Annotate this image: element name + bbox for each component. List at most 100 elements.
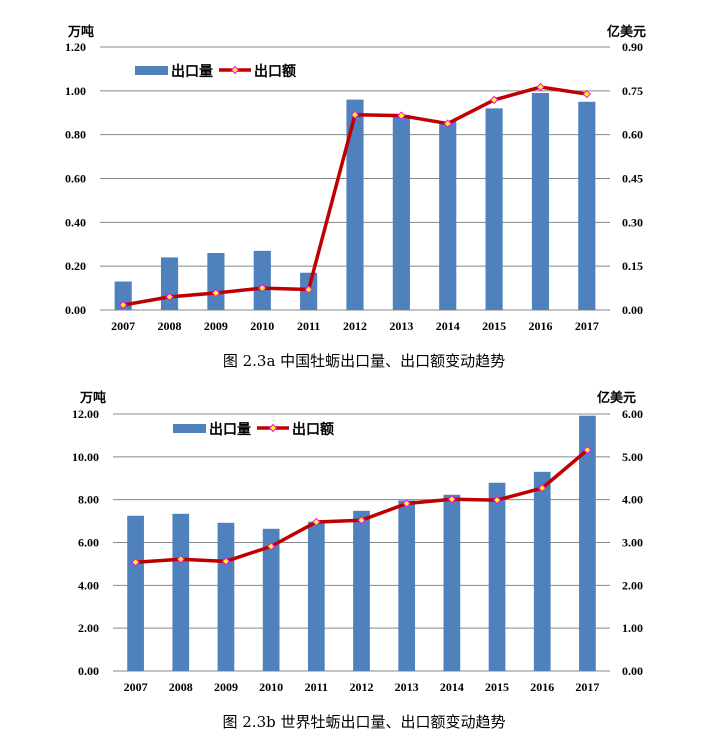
- right-tick-label: 0.75: [622, 84, 643, 98]
- x-tick-label: 2011: [305, 680, 328, 694]
- x-tick-label: 2015: [485, 680, 509, 694]
- bar-2014: [443, 494, 461, 671]
- line-point-2013: [402, 499, 411, 508]
- left-tick-label: 1.20: [65, 40, 86, 54]
- left-tick-label: 6.00: [78, 536, 99, 550]
- left-tick-label: 0.40: [65, 215, 86, 229]
- left-tick-label: 0.00: [78, 664, 99, 678]
- right-axis-unit: 亿美元: [597, 390, 636, 406]
- bar-2015: [485, 108, 503, 310]
- bar-2011: [307, 521, 325, 671]
- line-point-2011: [304, 285, 313, 294]
- x-tick-label: 2014: [440, 680, 464, 694]
- line-point-2013: [397, 111, 406, 120]
- left-tick-label: 0.60: [65, 172, 86, 186]
- bar-2009: [217, 522, 235, 671]
- x-tick-label: 2015: [482, 319, 506, 333]
- x-tick-label: 2012: [350, 680, 374, 694]
- line-point-2016: [536, 82, 545, 92]
- left-tick-label: 0.80: [65, 128, 86, 142]
- bar-2013: [392, 114, 410, 310]
- x-tick-label: 2009: [204, 319, 228, 333]
- chart-1: 0.00 0.20 0.40 0.60 0.80 1.00 1.20 0.00 0.15 0.30…: [65, 24, 646, 370]
- left-tick-label: 2.00: [78, 621, 99, 635]
- x-tick-label: 2017: [575, 319, 599, 333]
- bar-2009: [207, 253, 225, 310]
- left-tick-label: 0.20: [65, 259, 86, 273]
- bar-2013: [398, 500, 416, 671]
- right-tick-label: 4.00: [622, 493, 643, 507]
- line-point-2017: [583, 445, 592, 455]
- legend-marker-icon: [230, 65, 240, 75]
- right-tick-label: 0.00: [622, 303, 643, 317]
- figure-caption: 图 2.3b 世界牡蛎出口量、出口额变动趋势: [223, 713, 506, 731]
- x-tick-label: 2009: [214, 680, 238, 694]
- right-tick-label: 2.00: [622, 578, 643, 592]
- right-tick-label: 0.00: [622, 664, 643, 678]
- line-point-2007: [118, 300, 128, 310]
- bar-2014: [439, 121, 457, 311]
- bar-2008: [160, 257, 179, 310]
- right-tick-label: 0.15: [622, 259, 643, 273]
- chart-2: 0.00 2.00 4.00 6.00 8.00 10.00 12.00 0.00 1.00 2.…: [72, 390, 643, 731]
- x-tick-label: 2008: [158, 319, 182, 333]
- x-tick-label: 2013: [389, 319, 413, 333]
- figure-caption: 图 2.3a 中国牡蛎出口量、出口额变动趋势: [223, 352, 505, 370]
- left-tick-label: 0.00: [65, 303, 86, 317]
- line-point-2011: [312, 517, 321, 527]
- x-tick-label: 2007: [124, 680, 148, 694]
- x-tick-label: 2012: [343, 319, 367, 333]
- x-tick-label: 2017: [575, 680, 599, 694]
- legend-bar-swatch: [135, 66, 168, 75]
- line-point-2008: [165, 292, 174, 302]
- right-tick-label: 1.00: [622, 621, 643, 635]
- bar-2012: [353, 510, 370, 671]
- line-point-2015: [489, 95, 499, 105]
- legend-line-label: 出口额: [292, 421, 334, 438]
- right-tick-label: 0.45: [622, 172, 643, 186]
- left-tick-label: 1.00: [65, 84, 86, 98]
- line-point-2007: [131, 557, 140, 567]
- x-tick-label: 2010: [250, 319, 274, 333]
- legend-bar-swatch: [173, 424, 206, 433]
- legend-marker-icon: [268, 423, 278, 433]
- right-tick-label: 0.60: [622, 128, 643, 142]
- line-point-2008: [176, 554, 185, 564]
- x-tick-label: 2016: [528, 319, 552, 333]
- right-tick-label: 5.00: [622, 450, 643, 464]
- line-point-2016: [538, 483, 547, 493]
- right-tick-label: 0.90: [622, 40, 643, 54]
- x-tick-label: 2010: [259, 680, 283, 694]
- left-axis-unit: 万吨: [67, 24, 94, 40]
- left-tick-label: 4.00: [78, 578, 99, 592]
- bar-2007: [127, 515, 144, 671]
- right-axis-unit: 亿美元: [607, 24, 646, 40]
- line-point-2014: [447, 495, 457, 504]
- right-tick-label: 3.00: [622, 536, 643, 550]
- bar-2010: [262, 528, 280, 671]
- x-tick-label: 2014: [436, 319, 460, 333]
- line-point-2015: [492, 495, 502, 505]
- left-tick-label: 12.00: [72, 407, 99, 421]
- legend-bar-label: 出口量: [209, 421, 251, 438]
- x-tick-label: 2008: [169, 680, 193, 694]
- right-tick-label: 6.00: [622, 407, 643, 421]
- bar-2016: [533, 471, 551, 671]
- x-tick-label: 2011: [297, 319, 320, 333]
- legend-bar-label: 出口量: [171, 63, 213, 80]
- line-point-2010: [266, 542, 276, 551]
- bar-2017: [578, 101, 596, 311]
- bar-2010: [253, 250, 271, 310]
- bar-2017: [579, 415, 596, 671]
- x-tick-label: 2007: [111, 319, 135, 333]
- line-point-2009: [211, 288, 221, 298]
- x-tick-label: 2016: [530, 680, 554, 694]
- x-tick-label: 2013: [395, 680, 419, 694]
- line-point-2014: [443, 119, 452, 128]
- line-point-2012: [357, 516, 366, 525]
- left-tick-label: 10.00: [72, 450, 99, 464]
- right-tick-label: 0.30: [622, 215, 643, 229]
- line-point-2012: [350, 110, 360, 120]
